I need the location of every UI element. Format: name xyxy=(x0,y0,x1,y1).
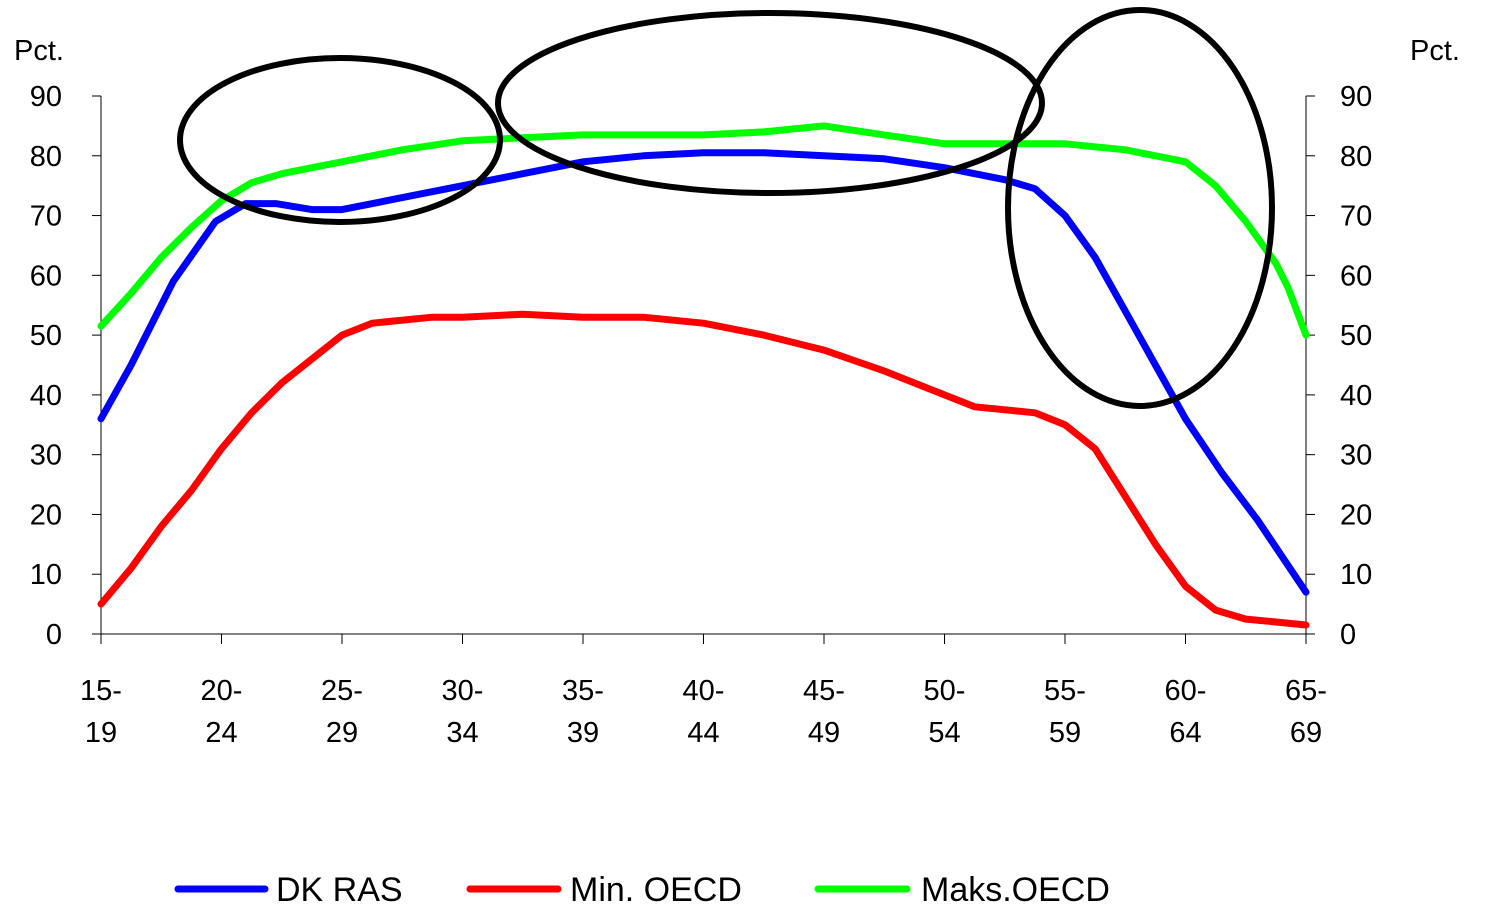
y-tick-label-left: 60 xyxy=(30,260,62,292)
y-tick-label-right: 90 xyxy=(1340,81,1372,113)
series-line-min-oecd xyxy=(97,310,1310,629)
annotation-ellipses xyxy=(177,7,1275,409)
x-tick-label-top: 40- xyxy=(683,675,725,707)
x-tick-label-top: 55- xyxy=(1044,675,1086,707)
x-tick-label-bottom: 54 xyxy=(928,717,960,749)
y-tick-label-left: 40 xyxy=(30,380,62,412)
x-tick-label-bottom: 39 xyxy=(567,717,599,749)
y-tick-label-left: 10 xyxy=(30,559,62,591)
y-tick-label-right: 30 xyxy=(1340,440,1372,472)
annotation-ellipse-center xyxy=(495,10,1045,196)
y-tick-label-right: 40 xyxy=(1340,380,1372,412)
y-tick-label-left: 50 xyxy=(30,320,62,352)
y-tick-label-left: 30 xyxy=(30,440,62,472)
y-tick-label-right: 0 xyxy=(1340,619,1356,651)
x-tick-label-top: 20- xyxy=(201,675,243,707)
annotation-ellipse-left xyxy=(177,55,503,225)
y-tick-label-right: 50 xyxy=(1340,320,1372,352)
y-tick-label-left: 90 xyxy=(30,81,62,113)
x-tick-label-bottom: 59 xyxy=(1049,717,1081,749)
x-tick-label-top: 25- xyxy=(321,675,363,707)
series-line-maks-oecd xyxy=(97,122,1310,339)
x-tick-label-top: 60- xyxy=(1165,675,1207,707)
x-tick-label-top: 15- xyxy=(80,675,122,707)
x-tick-label-top: 65- xyxy=(1285,675,1327,707)
chart-series-layer xyxy=(97,122,1310,629)
y-tick-label-left: 20 xyxy=(30,499,62,531)
legend-label-dk-ras: DK RAS xyxy=(276,871,403,908)
x-tick-label-bottom: 24 xyxy=(205,717,237,749)
chart-tick-labels: 0 0 10 10 20 20 30 30 40 40 50 50 60 60 70 70 80 80 90 90 15… xyxy=(30,81,1373,749)
y-tick-label-right: 20 xyxy=(1340,499,1372,531)
annotation-ellipse-right xyxy=(1005,7,1275,409)
series-line-dk-ras xyxy=(97,149,1310,596)
y-tick-label-right: 70 xyxy=(1340,201,1372,233)
y-tick-label-left: 0 xyxy=(46,619,62,651)
chart-legend: DK RAS Min. OECD Maks.OECD xyxy=(174,871,1110,908)
x-tick-label-top: 45- xyxy=(803,675,845,707)
legend-label-maks-oecd: Maks.OECD xyxy=(921,871,1110,908)
x-tick-label-bottom: 49 xyxy=(808,717,840,749)
y-tick-label-right: 10 xyxy=(1340,559,1372,591)
y-tick-label-left: 70 xyxy=(30,201,62,233)
x-tick-label-bottom: 29 xyxy=(326,717,358,749)
x-tick-label-top: 50- xyxy=(924,675,966,707)
x-tick-label-bottom: 19 xyxy=(85,717,117,749)
y-tick-label-left: 80 xyxy=(30,141,62,173)
x-tick-label-bottom: 44 xyxy=(687,717,719,749)
x-tick-label-bottom: 69 xyxy=(1290,717,1322,749)
x-tick-label-bottom: 64 xyxy=(1169,717,1201,749)
x-tick-label-top: 30- xyxy=(442,675,484,707)
y-axis-unit-left: Pct. xyxy=(14,35,64,67)
y-axis-unit-right: Pct. xyxy=(1410,35,1460,67)
y-tick-label-right: 60 xyxy=(1340,260,1372,292)
x-tick-label-bottom: 34 xyxy=(446,717,478,749)
y-tick-label-right: 80 xyxy=(1340,141,1372,173)
chart-axes xyxy=(92,95,1315,644)
x-tick-label-top: 35- xyxy=(562,675,604,707)
legend-label-min-oecd: Min. OECD xyxy=(570,871,742,908)
